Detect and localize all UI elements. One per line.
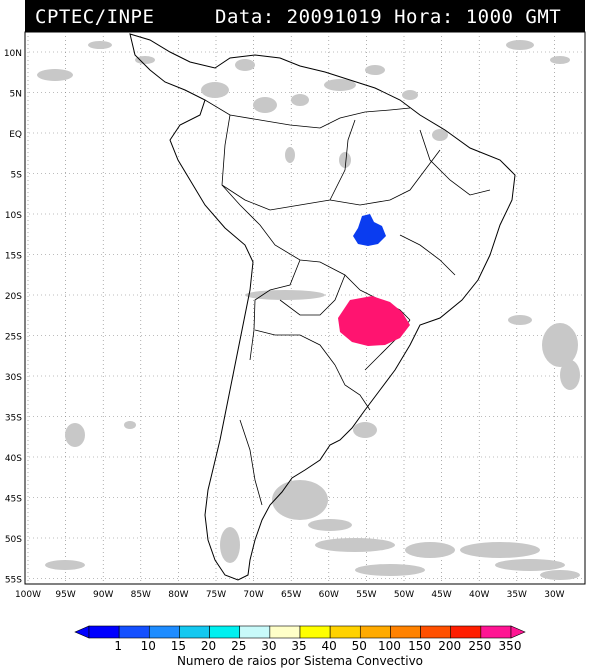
colorbar-swatch [359, 625, 391, 639]
colorbar-swatch [148, 625, 180, 639]
colorbar-swatch [450, 625, 482, 639]
colorbar-swatch [299, 625, 331, 639]
colorbar-swatch [179, 625, 210, 639]
graticule [25, 32, 585, 584]
lat-label: 50S [5, 535, 22, 545]
lon-label: 70W [243, 590, 263, 600]
colorbar-caption: Numero de raios por Sistema Convectivo [176, 654, 424, 668]
colorbar-value-label: 35 [291, 639, 306, 653]
colorbar-swatch [118, 625, 150, 639]
colorbar-swatch [209, 625, 241, 639]
colorbar-value-label: 1 [114, 639, 122, 653]
colorbar-value-label: 50 [352, 639, 367, 653]
colorbar-swatch [88, 625, 120, 639]
lon-label: 50W [394, 590, 414, 600]
latitude-labels: 10N 5N EQ 5S 10S 15S 20S 25S 30S 35S 40S 45S 50S 55S [4, 49, 22, 586]
lat-label: 25S [5, 333, 22, 343]
south-america-coastline [129, 33, 516, 581]
lon-label: 45W [431, 590, 451, 600]
map-panel: 10N5NEQ5S10S15S20S25S30S35S40S45S50S55S … [4, 31, 586, 600]
lon-label: 35W [507, 590, 527, 600]
colorbar-swatch [480, 625, 512, 639]
lat-label: 5N [10, 90, 22, 100]
colorbar-left-arrow [74, 625, 90, 639]
lat-label: 30S [5, 373, 22, 383]
lat-label: EQ [9, 130, 22, 140]
agency-label: CPTEC/INPE [35, 6, 155, 28]
title-bar: CPTEC/INPE Data: 20091019 Hora: 1000 GMT [25, 0, 585, 32]
lat-label: 20S [5, 292, 22, 302]
convective-system-magenta [338, 296, 410, 346]
lon-label: 30W [544, 590, 564, 600]
lat-label: 5S [11, 171, 23, 181]
colorbar-swatch [420, 625, 452, 639]
lon-label: 75W [206, 590, 226, 600]
colorbar-value-label: 200 [438, 639, 461, 653]
convective-system-blue [353, 214, 386, 246]
colorbar-value-label: 350 [499, 639, 522, 653]
colorbar-swatch [329, 625, 361, 639]
colorbar-value-label: 40 [322, 639, 337, 653]
lat-label: 10S [5, 211, 22, 221]
lon-label: 100W [15, 590, 41, 600]
colorbar-swatch [269, 625, 301, 639]
lon-label: 95W [55, 590, 75, 600]
colorbar-right-arrow [510, 625, 526, 639]
lon-label: 65W [281, 590, 301, 600]
colorbar-value-label: 25 [231, 639, 246, 653]
colorbar-value-label: 250 [468, 639, 491, 653]
lat-label: 15S [5, 252, 22, 262]
lat-label: 40S [5, 454, 22, 464]
lon-label: 90W [93, 590, 113, 600]
cloud-cover [37, 40, 580, 580]
colorbar-swatch [390, 625, 421, 639]
lat-label: 35S [5, 414, 22, 424]
lon-label: 55W [356, 590, 376, 600]
colorbar-swatch [239, 625, 271, 639]
lat-label: 55S [5, 576, 22, 586]
colorbar-value-label: 10 [141, 639, 156, 653]
colorbar-value-label: 15 [171, 639, 186, 653]
colorbar-value-label: 100 [378, 639, 401, 653]
longitude-labels: 100W 95W 90W 85W 80W 75W 70W 65W 60W 55W 50W 45W 40W… [15, 590, 565, 600]
color-scale: 1 10 15 20 25 30 35 40 50 100 150 200 250 350 [74, 625, 526, 653]
lon-label: 40W [469, 590, 489, 600]
lon-label: 85W [131, 590, 151, 600]
datetime-label: Data: 20091019 Hora: 1000 GMT [215, 6, 562, 28]
colorbar-value-label: 30 [261, 639, 276, 653]
lon-label: 60W [319, 590, 339, 600]
lat-label: 45S [5, 495, 22, 505]
colorbar-value-label: 150 [408, 639, 431, 653]
lon-label: 80W [168, 590, 188, 600]
lat-label: 10N [4, 49, 22, 59]
colorbar-value-label: 20 [201, 639, 216, 653]
